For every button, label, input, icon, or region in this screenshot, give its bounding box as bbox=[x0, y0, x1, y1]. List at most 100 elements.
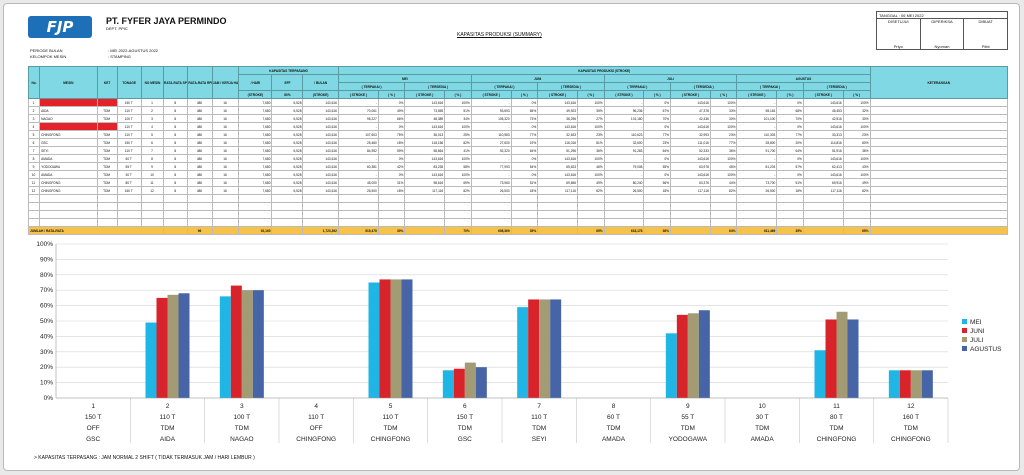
per-day-cell: 7,680 bbox=[238, 186, 273, 195]
per-month-cell: 143,616 bbox=[302, 122, 339, 131]
month-value-cell: 45% bbox=[709, 162, 738, 171]
eff-cell: 6,528 bbox=[271, 106, 304, 115]
col-percent: ( % ) bbox=[776, 90, 804, 99]
empty-cell bbox=[577, 210, 605, 219]
col-stroke: ( STROKE ) bbox=[802, 90, 844, 99]
empty-cell bbox=[27, 194, 41, 203]
month-value-cell: - bbox=[337, 170, 379, 179]
x-category-label: 12 bbox=[907, 403, 915, 410]
month-value-cell: 69% bbox=[444, 178, 472, 187]
empty-cell bbox=[470, 210, 512, 219]
bar-juni-6 bbox=[453, 368, 465, 398]
bar-juli-3 bbox=[241, 290, 253, 398]
col-jam: JAM / KERJA HARI bbox=[211, 66, 240, 99]
table-row: 10 AMADA TDM 30 T 10 8 480 16 7,680 6,528 143,616-… bbox=[27, 170, 1009, 179]
machine-name: AIDA bbox=[39, 106, 98, 115]
month-value-cell: 63,376 bbox=[670, 178, 711, 187]
month-value-cell: 96,236 bbox=[603, 106, 645, 115]
month-value-cell: 100% bbox=[444, 122, 472, 131]
machine-number: 6 bbox=[140, 138, 165, 147]
machine-number: 11 bbox=[140, 178, 165, 187]
empty-cell bbox=[776, 194, 804, 203]
per-day-cell: 7,680 bbox=[238, 98, 273, 107]
month-value-cell: 49% bbox=[842, 178, 871, 187]
row-number: 11 bbox=[27, 178, 41, 187]
machine-name bbox=[39, 122, 98, 131]
y-tick-label: 20% bbox=[40, 364, 53, 371]
col-stroke: ( STROKE ) bbox=[603, 90, 645, 99]
approval-made: DIBUAT Pitbi bbox=[964, 19, 1007, 50]
col-percent: ( % ) bbox=[377, 90, 406, 99]
month-value-cell: 117,116 bbox=[404, 186, 446, 195]
rph-cell: 480 bbox=[187, 146, 213, 155]
x-category-label: 160 T bbox=[903, 414, 920, 421]
month-value-cell: 82% bbox=[577, 186, 605, 195]
month-value-cell: 143,616 bbox=[537, 122, 579, 131]
month-value-cell: 0% bbox=[643, 154, 672, 163]
col-eff-pct: 80% bbox=[271, 90, 304, 99]
table-row: 7 SEYI TDM 110 T 7 8 480 16 7,680 6,528 143,616 84,… bbox=[27, 146, 1009, 155]
empty-cell bbox=[116, 218, 142, 227]
empty-cell bbox=[577, 194, 605, 203]
notes-cell bbox=[869, 186, 1009, 195]
month-value-cell: 143,616 bbox=[802, 154, 844, 163]
col-tonage: TONAGE bbox=[116, 66, 142, 99]
per-month-cell: 143,616 bbox=[302, 178, 339, 187]
empty-cell bbox=[211, 210, 240, 219]
rph-cell: 480 bbox=[187, 178, 213, 187]
empty-cell bbox=[869, 210, 1009, 219]
empty-cell bbox=[302, 218, 339, 227]
month-value-cell: 80% bbox=[842, 138, 871, 147]
machine-status: TDM bbox=[96, 114, 118, 123]
month-value-cell: 32,993 bbox=[670, 130, 711, 139]
bar-agustus-11 bbox=[847, 319, 859, 398]
month-value-cell: 58,664 bbox=[404, 146, 446, 155]
y-tick-label: 60% bbox=[40, 303, 53, 310]
empty-cell bbox=[377, 218, 406, 227]
col-hari: / HARI bbox=[238, 74, 273, 91]
machine-status: TDM bbox=[96, 146, 118, 155]
empty-cell bbox=[39, 194, 98, 203]
month-value-cell: 100% bbox=[709, 154, 738, 163]
empty-cell bbox=[404, 218, 446, 227]
month-value-cell: 67% bbox=[643, 106, 672, 115]
empty-cell bbox=[377, 210, 406, 219]
month-value-cell: 100% bbox=[709, 122, 738, 131]
x-category-label: CHINGFONG bbox=[371, 436, 411, 443]
report-sheet: FJP PT. FYFER JAYA PERMINDO DEPT. PPIC K… bbox=[3, 3, 1020, 471]
x-category-label: TDM bbox=[904, 425, 918, 432]
month-value-cell: 82% bbox=[709, 186, 738, 195]
empty-cell bbox=[27, 218, 41, 227]
machine-number: 1 bbox=[140, 98, 165, 107]
empty-cell bbox=[577, 202, 605, 211]
month-value-cell: 51% bbox=[510, 178, 539, 187]
month-value-cell: 69,916 bbox=[802, 178, 844, 187]
empty-cell bbox=[302, 194, 339, 203]
month-value-cell: 143,616 bbox=[537, 154, 579, 163]
legend-swatch-juni bbox=[962, 328, 967, 333]
month-value-cell: 36,013 bbox=[404, 130, 446, 139]
month-value-cell: 143,616 bbox=[404, 154, 446, 163]
col-terpakai: ( TERPAKAI ) bbox=[603, 82, 672, 91]
month-value-cell: - bbox=[603, 122, 645, 131]
month-value-cell: 143,616 bbox=[802, 98, 844, 107]
month-value-cell: 69,656 bbox=[537, 178, 579, 187]
col-eff: EFF bbox=[271, 74, 304, 91]
rph-cell: 480 bbox=[187, 114, 213, 123]
month-value-cell: 100% bbox=[709, 98, 738, 107]
month-value-cell: 0% bbox=[377, 170, 406, 179]
bar-agustus-9 bbox=[698, 310, 710, 398]
bar-juni-2 bbox=[156, 297, 168, 398]
month-value-cell: 100% bbox=[842, 98, 871, 107]
period-value: : MEI 2022-AGUSTUS 2022 bbox=[108, 48, 159, 53]
month-value-cell: 45,000 bbox=[337, 178, 379, 187]
notes-cell bbox=[869, 138, 1009, 147]
bar-mei-5 bbox=[368, 282, 380, 398]
period-line: PERIODE BULAN : MEI 2022-AGUSTUS 2022 bbox=[30, 48, 158, 53]
month-value-cell: 57% bbox=[776, 162, 804, 171]
x-category-label: TDM bbox=[606, 425, 620, 432]
empty-cell bbox=[670, 218, 711, 227]
empty-cell bbox=[643, 194, 672, 203]
eff-cell: 6,528 bbox=[271, 130, 304, 139]
month-value-cell: 73,555 bbox=[404, 106, 446, 115]
